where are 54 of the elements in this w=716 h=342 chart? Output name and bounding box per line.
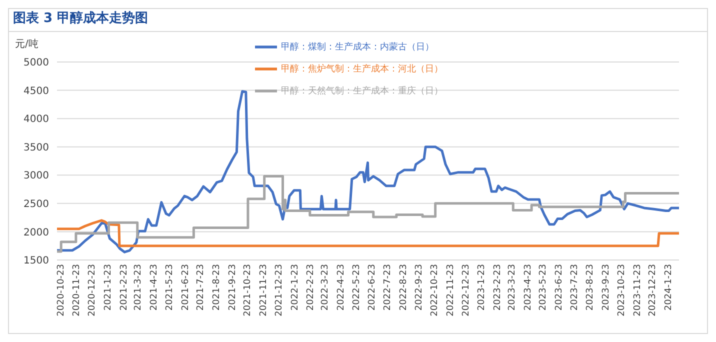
x-tick-label: 2021-12-23 <box>274 264 284 316</box>
x-tick-label: 2021-8-23 <box>212 264 222 311</box>
x-tick-label: 2022-10-23 <box>430 264 440 316</box>
x-tick-label: 2021-6-23 <box>180 264 191 311</box>
legend-label: 甲醇：天然气制：生产成本：重庆（日） <box>281 86 443 96</box>
x-tick-label: 2023-6-23 <box>554 264 564 311</box>
x-tick-label: 2023-5-23 <box>538 264 549 311</box>
x-tick-label: 2021-11-23 <box>259 264 270 316</box>
line-series <box>57 219 679 248</box>
x-tick-label: 2022-9-23 <box>414 264 425 311</box>
x-tick-label: 2022-2-23 <box>306 264 316 311</box>
x-tick-label: 2023-1-23 <box>477 264 488 311</box>
x-tick-label: 2023-10-23 <box>616 264 627 316</box>
legend-label: 甲醇：煤制：生产成本：内蒙古（日） <box>281 42 434 52</box>
x-tick-label: 2022-3-23 <box>320 264 331 311</box>
x-tick-label: 2021-9-23 <box>228 264 238 311</box>
y-tick-label: 5000 <box>24 58 49 69</box>
x-tick-label: 2021-10-23 <box>243 264 254 316</box>
x-tick-label: 2023-2-23 <box>493 264 504 311</box>
x-tick-label: 2023-3-23 <box>507 264 518 311</box>
y-tick-label: 2000 <box>24 227 49 238</box>
y-tick-label: 4500 <box>24 86 49 97</box>
x-tick-label: 2022-11-23 <box>446 264 456 316</box>
x-tick-label: 2023-4-23 <box>523 264 534 311</box>
x-tick-label: 2023-12-23 <box>648 264 658 316</box>
x-tick-label: 2023-9-23 <box>602 264 612 311</box>
x-tick-label: 2021-2-23 <box>119 264 130 311</box>
x-tick-label: 2022-12-23 <box>461 264 472 316</box>
chart-title: 图表 3 甲醇成本走势图 <box>9 9 707 32</box>
y-axis-title: 元/吨 <box>15 38 38 51</box>
y-tick-label: 3000 <box>24 170 49 182</box>
x-tick-label: 2021-1-23 <box>103 264 114 311</box>
x-tick-label: 2023-11-23 <box>632 264 643 316</box>
x-tick-label: 2020-10-23 <box>56 264 66 316</box>
legend-label: 甲醇：焦炉气制：生产成本：河北（日） <box>281 64 443 74</box>
y-tick-label: 2500 <box>24 198 49 210</box>
x-tick-label: 2021-7-23 <box>196 264 206 311</box>
x-tick-label: 2023-8-23 <box>586 264 596 311</box>
y-tick-label: 1500 <box>24 256 49 267</box>
x-tick-label: 2021-4-23 <box>150 264 160 311</box>
x-tick-label: 2022-8-23 <box>398 264 409 311</box>
x-tick-label: 2022-7-23 <box>383 264 394 311</box>
x-tick-label: 2023-7-23 <box>570 264 580 311</box>
x-tick-label: 2021-5-23 <box>164 264 175 311</box>
y-tick-label: 3500 <box>24 142 49 154</box>
x-tick-label: 2022-1-23 <box>290 264 300 311</box>
x-tick-label: 2022-5-23 <box>352 264 362 311</box>
x-tick-label: 2024-1-23 <box>664 264 674 311</box>
x-tick-label: 2021-3-23 <box>134 264 144 311</box>
x-tick-label: 2022-6-23 <box>368 264 378 311</box>
x-tick-label: 2022-4-23 <box>336 264 346 311</box>
y-tick-label: 4000 <box>24 114 49 126</box>
x-tick-label: 2020-12-23 <box>88 264 98 316</box>
x-tick-label: 2020-11-23 <box>72 264 82 316</box>
